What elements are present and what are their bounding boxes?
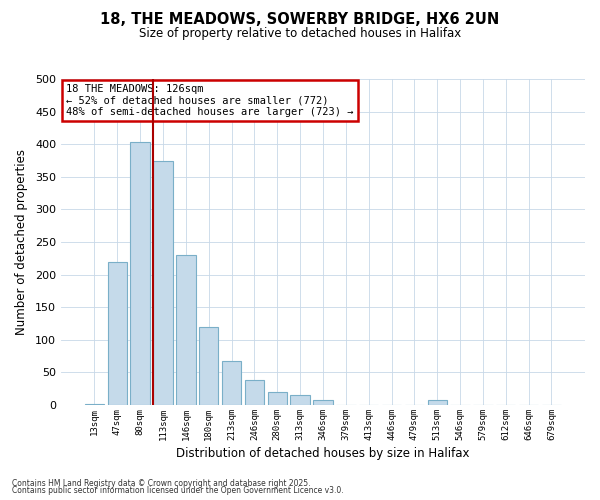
Bar: [199, 327, 218, 405]
Text: 18 THE MEADOWS: 126sqm
← 52% of detached houses are smaller (772)
48% of semi-de: 18 THE MEADOWS: 126sqm ← 52% of detached…: [66, 84, 353, 117]
Bar: [245, 380, 264, 405]
Bar: [154, 160, 173, 405]
Text: 18, THE MEADOWS, SOWERBY BRIDGE, HX6 2UN: 18, THE MEADOWS, SOWERBY BRIDGE, HX6 2UN: [100, 12, 500, 28]
Y-axis label: Number of detached properties: Number of detached properties: [15, 149, 28, 335]
X-axis label: Distribution of detached houses by size in Halifax: Distribution of detached houses by size …: [176, 447, 470, 460]
Bar: [313, 400, 332, 405]
Text: Contains public sector information licensed under the Open Government Licence v3: Contains public sector information licen…: [12, 486, 344, 495]
Bar: [85, 404, 104, 405]
Text: Contains HM Land Registry data © Crown copyright and database right 2025.: Contains HM Land Registry data © Crown c…: [12, 478, 311, 488]
Bar: [176, 255, 196, 405]
Bar: [130, 142, 150, 405]
Bar: [222, 360, 241, 405]
Bar: [428, 400, 447, 405]
Bar: [290, 395, 310, 405]
Bar: [268, 392, 287, 405]
Bar: [107, 262, 127, 405]
Text: Size of property relative to detached houses in Halifax: Size of property relative to detached ho…: [139, 28, 461, 40]
